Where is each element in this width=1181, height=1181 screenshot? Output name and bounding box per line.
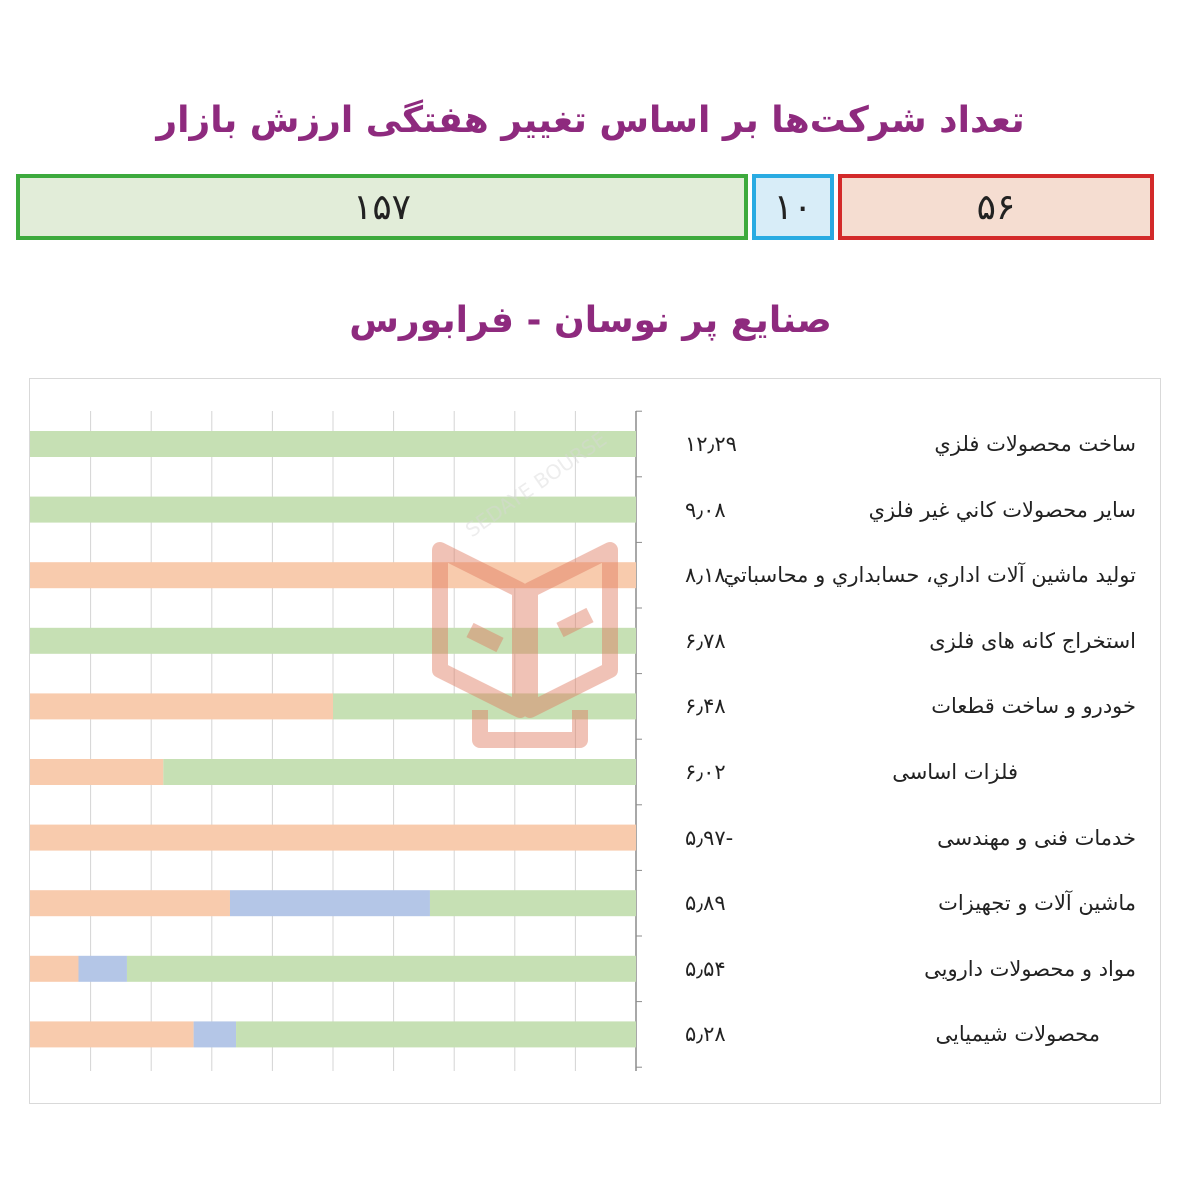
rising-count-box: ۱۵۷: [16, 174, 748, 240]
bar-segment-down: [30, 824, 636, 851]
bar-segment-up: [236, 1021, 637, 1048]
row-industry-label: ساخت محصولات فلزي: [934, 432, 1136, 456]
row-change-value: ۵٫۸۹: [685, 891, 726, 916]
falling-count-box: ۵۶: [838, 174, 1154, 240]
row-industry-label: مواد و محصولات دارویی: [924, 956, 1136, 981]
row-industry-label: خودرو و ساخت قطعات: [931, 694, 1136, 719]
bar-segment-down: [30, 562, 636, 589]
row-change-value: -۵٫۹۷: [685, 825, 734, 850]
row-change-value: ۶٫۰۲: [685, 760, 726, 784]
bar-segment-down: [30, 890, 230, 917]
bar-segment-flat: [78, 955, 127, 982]
row-change-value: ۶٫۴۸: [685, 694, 726, 719]
row-industry-label: خدمات فنی و مهندسی: [937, 825, 1136, 850]
row-change-value: -۸٫۱۸: [685, 563, 734, 588]
row-change-value: ۱۲٫۲۹: [685, 432, 737, 456]
bar-segment-down: [30, 693, 333, 720]
row-industry-label: فلزات اساسی: [892, 760, 1018, 784]
unchanged-count-value: ۱۰: [773, 186, 813, 228]
bar-segment-up: [333, 693, 636, 720]
bar-segment-down: [30, 759, 164, 785]
bar-segment-up: [429, 890, 636, 917]
bar-segment-up: [30, 431, 636, 457]
row-change-value: ۶٫۷۸: [685, 628, 726, 653]
bar-segment-up: [163, 759, 636, 785]
bar-segment-down: [30, 955, 79, 982]
chart-area: ۱۲٫۲۹ ساخت محصولات فلزي ۹٫۰۸ ساير محصولات ك…: [29, 378, 1161, 1104]
page-title: تعداد شرکت‌ها بر اساس تغییر هفتگی ارزش ب…: [156, 100, 1025, 141]
bar-segment-up: [30, 627, 636, 654]
bar-segment-down: [30, 1021, 194, 1048]
row-industry-label: ماشین آلات و تجهیزات: [938, 891, 1136, 916]
row-change-value: ۵٫۲۸: [685, 1022, 726, 1047]
bar-segment-up: [30, 496, 636, 523]
row-change-value: ۹٫۰۸: [685, 497, 726, 522]
row-industry-label: ساير محصولات كاني غير فلزي: [868, 497, 1136, 522]
stacked-bar-chart: [30, 410, 642, 1071]
row-industry-label: محصولات شیمیایی: [935, 1022, 1100, 1047]
rising-count-value: ۱۵۷: [353, 186, 412, 228]
bar-segment-flat: [193, 1021, 237, 1048]
unchanged-count-box: ۱۰: [752, 174, 834, 240]
row-industry-label: توليد ماشين آلات اداري، حسابداري و محاسب…: [723, 563, 1136, 588]
chart-title: صنایع پر نوسان - فرابورس: [349, 300, 832, 341]
row-industry-label: استخراج کانه های فلزی: [929, 628, 1136, 653]
row-change-value: ۵٫۵۴: [685, 956, 726, 981]
bar-segment-flat: [229, 890, 430, 917]
falling-count-value: ۵۶: [976, 186, 1016, 228]
bar-segment-up: [126, 955, 637, 982]
